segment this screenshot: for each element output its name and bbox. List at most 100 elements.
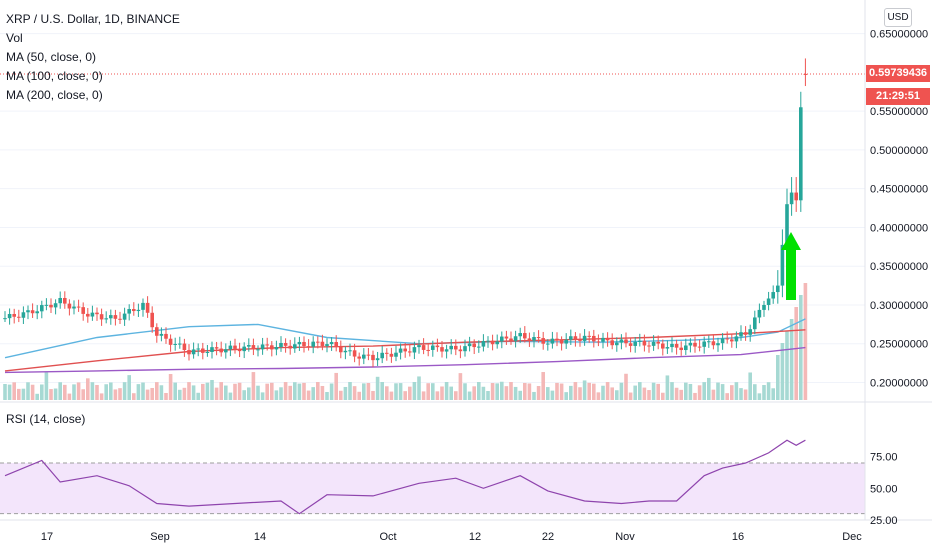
rsi-tick-label: 50.00 bbox=[870, 483, 898, 495]
candle-body bbox=[302, 341, 306, 347]
candle-body bbox=[610, 340, 614, 346]
candle-body bbox=[509, 338, 513, 341]
volume-bar bbox=[426, 383, 430, 400]
price-tick-label: 0.45000000 bbox=[870, 184, 928, 196]
volume-bar bbox=[454, 391, 458, 400]
candle-body bbox=[523, 333, 527, 339]
volume-bar bbox=[458, 373, 463, 400]
volume-bar bbox=[389, 391, 394, 400]
volume-bar bbox=[297, 383, 302, 400]
candle-body bbox=[794, 192, 798, 201]
candle-body bbox=[44, 304, 49, 306]
volume-bar bbox=[435, 391, 440, 400]
candle-body bbox=[237, 348, 242, 352]
time-tick-label: 16 bbox=[732, 531, 744, 543]
price-tick-label: 0.30000000 bbox=[870, 300, 928, 312]
indicator-vol[interactable]: Vol bbox=[6, 31, 23, 45]
volume-bar bbox=[615, 390, 619, 400]
volume-bars bbox=[3, 283, 808, 400]
candle-body bbox=[656, 341, 660, 344]
candle-body bbox=[86, 313, 90, 317]
volume-bar bbox=[486, 391, 490, 400]
candle-body bbox=[256, 349, 260, 351]
volume-bar bbox=[633, 385, 637, 400]
candle-body bbox=[187, 350, 191, 355]
arrow-shaft bbox=[786, 250, 796, 300]
candle-body bbox=[21, 312, 26, 318]
candle-body bbox=[265, 344, 269, 346]
candle-body bbox=[550, 338, 555, 344]
volume-bar bbox=[279, 387, 283, 400]
volume-bar bbox=[113, 389, 118, 400]
volume-bar bbox=[329, 383, 334, 400]
volume-bar bbox=[463, 383, 467, 400]
candle-body bbox=[40, 305, 44, 312]
volume-bar bbox=[380, 382, 384, 400]
candle-body bbox=[651, 341, 656, 346]
candle-body bbox=[196, 348, 200, 350]
volume-bar bbox=[550, 390, 555, 400]
volume-bar bbox=[306, 390, 311, 400]
candle-body bbox=[753, 317, 757, 330]
volume-bar bbox=[803, 283, 808, 400]
volume-bar bbox=[334, 372, 338, 400]
symbol-title[interactable]: XRP / U.S. Dollar, 1D, BINANCE bbox=[6, 12, 180, 26]
volume-bar bbox=[366, 383, 371, 400]
volume-bar bbox=[564, 392, 568, 400]
volume-bar bbox=[58, 382, 62, 400]
candle-body bbox=[670, 343, 674, 348]
candle-body bbox=[316, 341, 320, 343]
candle-body bbox=[3, 318, 7, 320]
time-tick-label: 12 bbox=[469, 531, 481, 543]
price-tick-label: 0.50000000 bbox=[870, 145, 928, 157]
candle-body bbox=[325, 344, 329, 346]
candle-body bbox=[72, 306, 76, 309]
volume-bar bbox=[21, 388, 26, 400]
rsi-label[interactable]: RSI (14, close) bbox=[6, 412, 86, 426]
indicator-ma200[interactable]: MA (200, close, 0) bbox=[6, 88, 103, 102]
volume-bar bbox=[150, 387, 154, 400]
candle-body bbox=[145, 302, 150, 313]
volume-bar bbox=[780, 343, 785, 400]
volume-bar bbox=[76, 382, 81, 400]
candle-body bbox=[633, 341, 637, 346]
volume-bar bbox=[656, 383, 660, 400]
candle-body bbox=[481, 340, 486, 347]
volume-bar bbox=[776, 355, 780, 400]
candle-body bbox=[67, 303, 72, 309]
volume-bar bbox=[596, 392, 601, 400]
candle-body bbox=[720, 338, 725, 344]
candle-body bbox=[702, 341, 706, 347]
indicator-ma50[interactable]: MA (50, close, 0) bbox=[6, 50, 97, 64]
candle-body bbox=[559, 340, 564, 344]
indicator-ma100[interactable]: MA (100, close, 0) bbox=[6, 69, 103, 83]
candle-body bbox=[408, 351, 412, 353]
volume-bar bbox=[132, 393, 136, 400]
volume-bar bbox=[343, 386, 348, 400]
currency-button[interactable]: USD bbox=[884, 8, 912, 27]
candle-body bbox=[113, 315, 118, 319]
volume-bar bbox=[375, 376, 380, 400]
volume-bar bbox=[546, 387, 550, 400]
candle-body bbox=[228, 345, 233, 350]
candle-body bbox=[780, 244, 785, 286]
candle-body bbox=[601, 337, 605, 342]
volume-bar bbox=[500, 381, 504, 400]
candle-body bbox=[334, 342, 338, 347]
volume-bar bbox=[325, 391, 329, 400]
candle-body bbox=[661, 343, 665, 349]
volume-bar bbox=[44, 372, 49, 400]
candle-body bbox=[605, 337, 610, 341]
volume-bar bbox=[288, 385, 292, 400]
countdown-tag: 21:29:51 bbox=[866, 88, 930, 105]
volume-bar bbox=[523, 382, 527, 400]
time-tick-label: Sep bbox=[150, 531, 170, 543]
candle-body bbox=[362, 354, 366, 359]
current-price-tag: 0.59739436 bbox=[866, 65, 930, 82]
volume-bar bbox=[90, 382, 95, 400]
candle-body bbox=[587, 335, 591, 337]
candle-body bbox=[596, 341, 601, 343]
volume-bar bbox=[63, 384, 67, 400]
volume-bar bbox=[509, 382, 513, 400]
